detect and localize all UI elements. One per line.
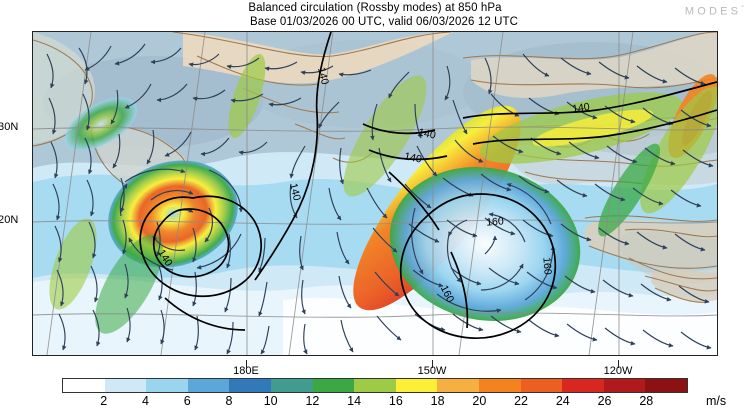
svg-text:160: 160 (486, 215, 504, 228)
colorbar-swatch-0 (63, 379, 105, 392)
colorbar-swatch-3 (187, 379, 230, 392)
colorbar-tick-120w (618, 360, 619, 368)
anticyclone-vector-group (411, 182, 556, 314)
x-axis-label-180e: 180E (233, 365, 259, 377)
colorbar-tick-12: 12 (305, 394, 320, 408)
contour-line-layer (139, 32, 717, 339)
map-layers: 140 140 140 140 140 140 (33, 32, 717, 355)
map-canvas: 140 140 140 140 140 140 (33, 32, 717, 355)
colorbar-tick-20: 20 (472, 394, 487, 408)
cyclone-vector-group (119, 168, 244, 271)
colorbar-unit-label: m/s (706, 394, 727, 408)
colorbar (62, 378, 688, 393)
figure-subtitle: Base 01/03/2026 00 UTC, valid 06/03/2026… (249, 16, 519, 28)
colorbar-tick-28: 28 (639, 394, 654, 408)
colorbar-tick-180e (246, 360, 247, 368)
svg-text:140: 140 (403, 150, 423, 165)
svg-text:140: 140 (287, 182, 303, 202)
colorbar-swatch-2 (146, 379, 188, 392)
colorbar-tick-8: 8 (225, 394, 233, 408)
colorbar-swatch-12 (562, 379, 604, 392)
colorbar-tick-6: 6 (183, 394, 191, 408)
y-axis-label-20n: 20N (0, 214, 19, 226)
svg-text:140: 140 (571, 101, 590, 115)
colorbar-swatch-11 (520, 379, 563, 392)
svg-text:140: 140 (315, 66, 331, 86)
colorbar-tick-22: 22 (514, 394, 529, 408)
colorbar-tick-24: 24 (555, 394, 570, 408)
colorbar-tick-16: 16 (388, 394, 403, 408)
modes-logo-text: MODES (684, 5, 742, 18)
colorbar-swatch-1 (104, 379, 147, 392)
colorbar-swatch-9 (437, 379, 479, 392)
colorbar-tick-26: 26 (597, 394, 612, 408)
land-layer (33, 32, 717, 302)
colorbar-swatch-7 (354, 379, 396, 392)
svg-text:160: 160 (540, 257, 553, 275)
y-axis-label-30n: 30N (0, 121, 19, 133)
colorbar-swatch-4 (229, 379, 271, 392)
colorbar-tick-4: 4 (141, 394, 149, 408)
map-plot-area: 140 140 140 140 140 140 (32, 31, 718, 356)
colorbar-tick-150w (432, 360, 433, 368)
colorbar-swatch-10 (478, 379, 521, 392)
colorbar-swatch-8 (395, 379, 438, 392)
figure-title: Balanced circulation (Rossby modes) at 8… (248, 2, 502, 14)
svg-text:140: 140 (417, 126, 437, 141)
colorbar-swatch-13 (603, 379, 646, 392)
contour-label-layer: 140 140 140 140 140 140 (155, 66, 590, 305)
modes-logo: MODES° (685, 5, 744, 18)
figure-title-block: Balanced circulation (Rossby modes) at 8… (0, 1, 750, 29)
colorbar-tick-18: 18 (430, 394, 445, 408)
colorbar-tick-10: 10 (263, 394, 278, 408)
colorbar-swatch-5 (270, 379, 313, 392)
colorbar-tick-14: 14 (347, 394, 362, 408)
modes-logo-mark: ° (741, 5, 744, 12)
colorbar-tick-2: 2 (100, 394, 108, 408)
x-axis-label-120w: 120W (603, 365, 633, 377)
colorbar-swatch-14 (645, 379, 687, 392)
colorbar-swatch-6 (312, 379, 355, 392)
x-axis-label-150w: 150W (417, 365, 447, 377)
